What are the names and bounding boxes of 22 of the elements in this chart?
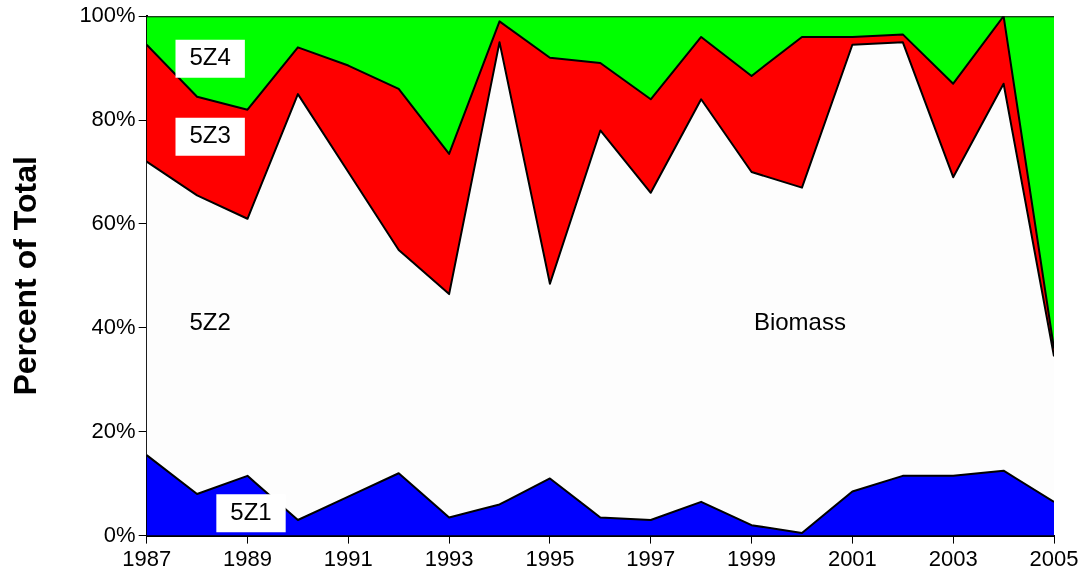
y-tick-label: 40% bbox=[91, 313, 136, 339]
y-tick-label: 20% bbox=[91, 417, 136, 443]
x-tick-label: 1995 bbox=[525, 545, 575, 571]
x-tick-label: 1987 bbox=[122, 545, 172, 571]
series-label: 5Z3 bbox=[189, 121, 231, 149]
y-tick-label: 100% bbox=[79, 2, 136, 28]
y-tick-label: 0% bbox=[103, 521, 136, 547]
series-label: 5Z1 bbox=[230, 497, 272, 525]
annotation: Biomass bbox=[753, 308, 846, 336]
y-tick-label: 60% bbox=[91, 210, 136, 236]
x-tick-label: 1999 bbox=[727, 545, 777, 571]
x-tick-label: 2005 bbox=[1029, 545, 1079, 571]
series-label: 5Z2 bbox=[189, 308, 231, 336]
x-tick-label: 2003 bbox=[928, 545, 978, 571]
y-tick-label: 80% bbox=[91, 106, 136, 132]
x-tick-label: 1993 bbox=[424, 545, 474, 571]
x-tick-label: 2001 bbox=[827, 545, 877, 571]
y-axis-title: Percent of Total bbox=[7, 156, 44, 396]
x-tick-label: 1997 bbox=[626, 545, 676, 571]
series-label: 5Z4 bbox=[189, 43, 231, 71]
x-tick-label: 1991 bbox=[323, 545, 373, 571]
x-tick-label: 1989 bbox=[223, 545, 272, 571]
